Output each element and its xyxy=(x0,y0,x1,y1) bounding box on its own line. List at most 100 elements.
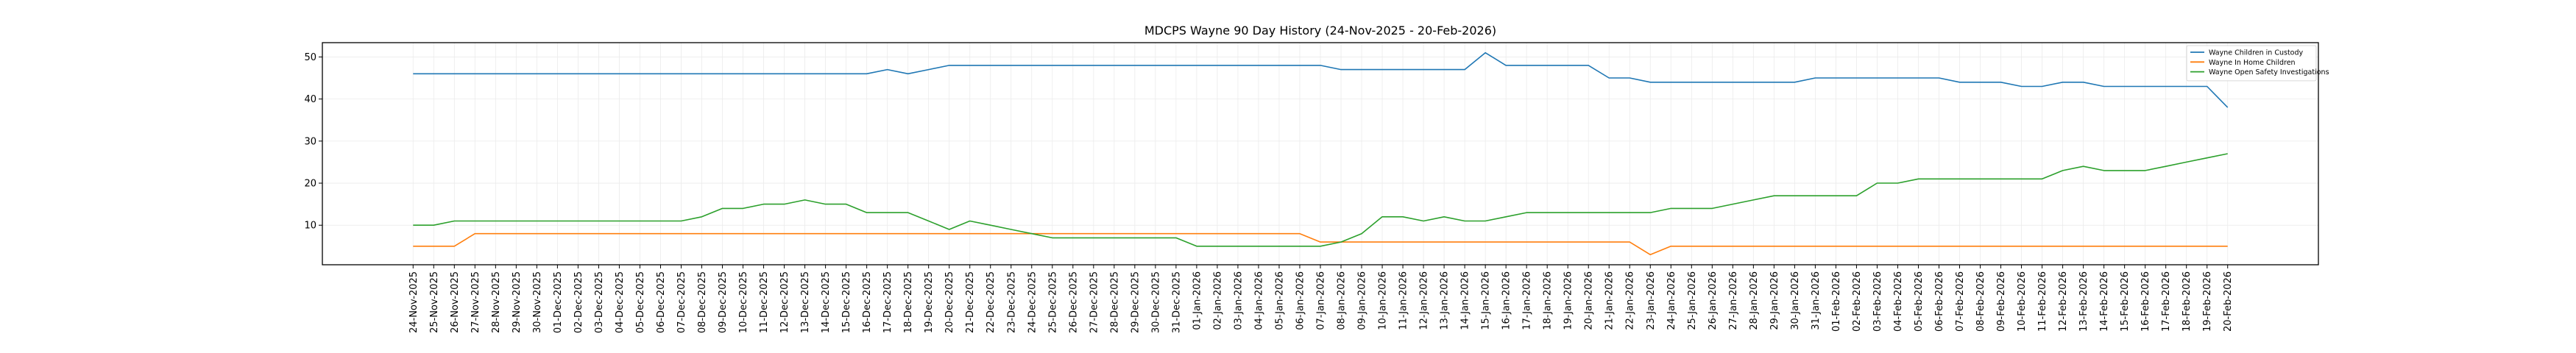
x-tick-label: 19-Dec-2025 xyxy=(924,271,935,333)
y-axis: 10 20 30 40 50 xyxy=(304,52,322,232)
x-tick-label: 11-Dec-2025 xyxy=(759,271,770,333)
x-tick-label: 13-Jan-2026 xyxy=(1440,271,1451,330)
x-tick-label: 04-Feb-2026 xyxy=(1893,271,1904,332)
x-tick-label: 03-Dec-2025 xyxy=(594,271,605,333)
x-tick-label: 30-Jan-2026 xyxy=(1790,271,1801,330)
x-tick-label: 21-Jan-2026 xyxy=(1604,271,1616,330)
x-tick-label: 14-Dec-2025 xyxy=(821,271,832,333)
x-tick-label: 24-Dec-2025 xyxy=(1027,271,1038,333)
chart-title: MDCPS Wayne 90 Day History (24-Nov-2025 … xyxy=(1144,24,1496,38)
x-tick-label: 10-Jan-2026 xyxy=(1378,271,1389,330)
x-tick-label: 14-Jan-2026 xyxy=(1460,271,1471,330)
x-tick-label: 26-Dec-2025 xyxy=(1068,271,1079,333)
x-tick-label: 20-Feb-2026 xyxy=(2223,271,2234,332)
x-tick-label: 27-Nov-2025 xyxy=(470,271,481,333)
x-tick-label: 30-Nov-2025 xyxy=(532,271,543,333)
x-tick-label: 29-Dec-2025 xyxy=(1130,271,1141,333)
x-tick-label: 16-Feb-2026 xyxy=(2140,271,2151,332)
x-tick-label: 27-Dec-2025 xyxy=(1089,271,1100,333)
series-line-wayne-in-home-children xyxy=(413,232,2228,256)
legend-label: Wayne Open Safety Investigations xyxy=(2209,68,2329,76)
y-tick-label: 30 xyxy=(304,136,316,147)
x-tick-label: 06-Jan-2026 xyxy=(1295,271,1306,330)
x-tick-label: 05-Feb-2026 xyxy=(1914,271,1925,332)
x-tick-label: 15-Feb-2026 xyxy=(2120,271,2131,332)
x-tick-label: 29-Jan-2026 xyxy=(1769,271,1780,330)
x-tick-label: 01-Jan-2026 xyxy=(1192,271,1203,330)
x-tick-label: 06-Dec-2025 xyxy=(656,271,667,333)
x-tick-label: 20-Jan-2026 xyxy=(1584,271,1595,330)
legend-label: Wayne Children in Custody xyxy=(2209,49,2304,57)
x-tick-label: 23-Jan-2026 xyxy=(1646,271,1657,330)
legend-box xyxy=(2186,45,2317,82)
x-tick-label: 07-Jan-2026 xyxy=(1316,271,1327,330)
x-tick-label: 03-Jan-2026 xyxy=(1233,271,1244,330)
x-tick-label: 28-Jan-2026 xyxy=(1749,271,1760,330)
x-axis: 24-Nov-2025 25-Nov-2025 26-Nov-2025 27-Nov-… xyxy=(408,265,2234,333)
x-tick-label: 15-Dec-2025 xyxy=(841,271,852,333)
x-tick-label: 31-Jan-2026 xyxy=(1811,271,1822,330)
x-tick-label: 12-Feb-2026 xyxy=(2058,271,2069,332)
x-tick-label: 05-Dec-2025 xyxy=(635,271,646,333)
x-tick-label: 13-Feb-2026 xyxy=(2078,271,2090,332)
x-tick-label: 22-Dec-2025 xyxy=(986,271,997,333)
y-tick-label: 20 xyxy=(304,179,316,190)
x-tick-label: 24-Jan-2026 xyxy=(1666,271,1677,330)
x-tick-label: 18-Dec-2025 xyxy=(903,271,914,333)
x-tick-label: 10-Feb-2026 xyxy=(2017,271,2028,332)
x-tick-label: 10-Dec-2025 xyxy=(738,271,749,333)
x-tick-label: 20-Dec-2025 xyxy=(944,271,955,333)
x-tick-label: 12-Dec-2025 xyxy=(779,271,790,333)
x-tick-label: 28-Nov-2025 xyxy=(491,271,502,333)
x-tick-label: 13-Dec-2025 xyxy=(800,271,811,333)
x-tick-label: 19-Feb-2026 xyxy=(2202,271,2213,332)
legend: Wayne Children in Custody Wayne In Home C… xyxy=(2186,45,2329,82)
x-tick-label: 25-Nov-2025 xyxy=(429,271,440,333)
x-tick-label: 26-Nov-2025 xyxy=(450,271,461,333)
x-tick-label: 15-Jan-2026 xyxy=(1481,271,1492,330)
x-tick-label: 28-Dec-2025 xyxy=(1109,271,1120,333)
x-tick-label: 19-Jan-2026 xyxy=(1563,271,1574,330)
x-tick-label: 03-Feb-2026 xyxy=(1872,271,1883,332)
x-tick-label: 02-Feb-2026 xyxy=(1852,271,1863,332)
x-tick-label: 09-Jan-2026 xyxy=(1357,271,1368,330)
x-tick-label: 16-Dec-2025 xyxy=(862,271,873,333)
x-tick-label: 22-Jan-2026 xyxy=(1625,271,1636,330)
x-tick-label: 04-Dec-2025 xyxy=(615,271,626,333)
x-tick-label: 17-Feb-2026 xyxy=(2161,271,2172,332)
x-tick-label: 17-Jan-2026 xyxy=(1522,271,1533,330)
x-tick-label: 18-Jan-2026 xyxy=(1543,271,1554,330)
x-tick-label: 29-Nov-2025 xyxy=(512,271,523,333)
y-tick-label: 40 xyxy=(304,94,316,105)
x-tick-label: 27-Jan-2026 xyxy=(1728,271,1739,330)
x-tick-label: 02-Dec-2025 xyxy=(573,271,584,333)
x-tick-label: 01-Dec-2025 xyxy=(553,271,564,333)
x-tick-label: 14-Feb-2026 xyxy=(2099,271,2110,332)
x-tick-label: 18-Feb-2026 xyxy=(2182,271,2193,332)
x-tick-label: 21-Dec-2025 xyxy=(965,271,976,333)
x-tick-label: 25-Jan-2026 xyxy=(1687,271,1698,330)
x-tick-label: 09-Dec-2025 xyxy=(718,271,729,333)
x-tick-label: 26-Jan-2026 xyxy=(1708,271,1719,330)
x-tick-label: 08-Feb-2026 xyxy=(1975,271,1986,332)
grid-lines xyxy=(322,43,2318,265)
x-tick-label: 23-Dec-2025 xyxy=(1006,271,1017,333)
x-tick-label: 05-Jan-2026 xyxy=(1274,271,1285,330)
x-tick-label: 04-Jan-2026 xyxy=(1253,271,1264,330)
legend-label: Wayne In Home Children xyxy=(2209,59,2296,67)
x-tick-label: 30-Dec-2025 xyxy=(1150,271,1161,333)
x-tick-label: 17-Dec-2025 xyxy=(882,271,894,333)
series-line-wayne-open-safety-investigations xyxy=(413,153,2228,247)
series-layer xyxy=(413,51,2229,256)
x-tick-label: 16-Jan-2026 xyxy=(1501,271,1512,330)
x-tick-label: 08-Jan-2026 xyxy=(1337,271,1348,330)
x-tick-label: 31-Dec-2025 xyxy=(1171,271,1182,333)
x-tick-label: 07-Dec-2025 xyxy=(676,271,687,333)
x-tick-label: 24-Nov-2025 xyxy=(408,271,420,333)
x-tick-label: 08-Dec-2025 xyxy=(697,271,708,333)
y-tick-label: 10 xyxy=(304,221,316,232)
series-line-wayne-children-in-custody xyxy=(413,51,2229,108)
x-tick-label: 02-Jan-2026 xyxy=(1212,271,1223,330)
